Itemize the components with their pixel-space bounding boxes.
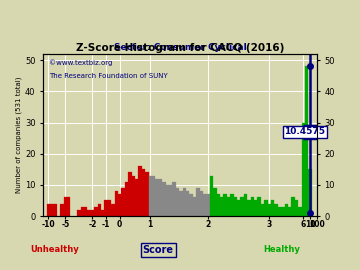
Bar	[234, 197, 237, 216]
Bar	[152, 176, 156, 216]
Bar	[295, 200, 298, 216]
Bar	[81, 207, 84, 216]
Bar	[46, 204, 50, 216]
Bar	[281, 207, 284, 216]
Bar	[125, 182, 128, 216]
Bar	[145, 172, 149, 216]
Bar	[60, 204, 64, 216]
Bar	[183, 188, 186, 216]
Bar	[305, 66, 308, 216]
Bar	[264, 200, 267, 216]
Bar	[288, 207, 291, 216]
Text: Unhealthy: Unhealthy	[30, 245, 78, 254]
Bar	[244, 194, 247, 216]
Bar	[278, 207, 281, 216]
Bar	[138, 166, 142, 216]
Bar	[101, 210, 104, 216]
Bar	[210, 176, 213, 216]
Bar	[199, 191, 203, 216]
Bar	[291, 197, 295, 216]
Bar	[251, 197, 254, 216]
Bar	[53, 204, 57, 216]
Bar	[274, 204, 278, 216]
Bar	[108, 200, 111, 216]
Bar	[91, 210, 94, 216]
Bar	[159, 179, 162, 216]
Bar	[267, 204, 271, 216]
Bar	[206, 194, 210, 216]
Bar	[186, 191, 189, 216]
Bar	[196, 188, 199, 216]
Bar	[104, 200, 108, 216]
Bar	[176, 188, 179, 216]
Bar	[254, 200, 257, 216]
Bar	[216, 194, 220, 216]
Text: Sector: Consumer Cyclical: Sector: Consumer Cyclical	[114, 43, 246, 52]
Bar	[193, 197, 196, 216]
Bar	[203, 194, 206, 216]
Text: 10.4575: 10.4575	[284, 127, 325, 136]
Bar	[247, 200, 251, 216]
Bar	[142, 169, 145, 216]
Bar	[284, 204, 288, 216]
Bar	[237, 200, 240, 216]
Bar	[131, 176, 135, 216]
Bar	[162, 182, 166, 216]
Bar	[302, 123, 305, 216]
Bar	[64, 197, 67, 216]
Bar	[298, 207, 302, 216]
Bar	[308, 169, 312, 216]
Text: Healthy: Healthy	[263, 245, 300, 254]
Bar	[240, 197, 244, 216]
Title: Z-Score Histogram for CACQ (2016): Z-Score Histogram for CACQ (2016)	[76, 43, 284, 53]
Bar	[118, 194, 121, 216]
Bar	[220, 197, 223, 216]
Bar	[87, 210, 91, 216]
Bar	[98, 204, 101, 216]
Bar	[114, 191, 118, 216]
Bar	[230, 194, 234, 216]
Bar	[213, 188, 216, 216]
Bar	[149, 176, 152, 216]
Text: Score: Score	[143, 245, 174, 255]
Bar	[77, 210, 81, 216]
Bar	[94, 207, 98, 216]
Bar	[156, 179, 159, 216]
Bar	[84, 207, 87, 216]
Bar	[172, 182, 176, 216]
Bar	[67, 197, 71, 216]
Bar	[223, 194, 227, 216]
Bar	[166, 185, 169, 216]
Bar	[121, 188, 125, 216]
Bar	[261, 204, 264, 216]
Bar	[169, 185, 172, 216]
Bar	[50, 204, 53, 216]
Bar	[135, 179, 138, 216]
Text: The Research Foundation of SUNY: The Research Foundation of SUNY	[49, 73, 167, 79]
Bar	[128, 172, 131, 216]
Y-axis label: Number of companies (531 total): Number of companies (531 total)	[15, 77, 22, 193]
Text: ©www.textbiz.org: ©www.textbiz.org	[49, 59, 112, 66]
Bar	[271, 200, 274, 216]
Bar	[111, 204, 114, 216]
Bar	[189, 194, 193, 216]
Bar	[179, 191, 183, 216]
Bar	[227, 197, 230, 216]
Bar	[257, 197, 261, 216]
